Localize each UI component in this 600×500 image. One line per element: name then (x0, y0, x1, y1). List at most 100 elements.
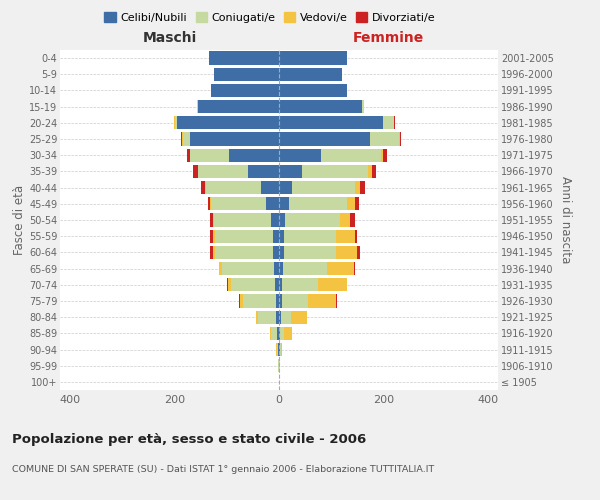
Bar (291, 310, 307, 324)
Bar (279, 310, 281, 324)
Bar (279, 278, 281, 291)
Bar (280, 343, 281, 356)
Bar (256, 310, 258, 324)
Bar (230, 278, 275, 291)
Bar (206, 181, 261, 194)
Bar (242, 294, 277, 308)
Bar (279, 181, 292, 194)
Bar (284, 326, 292, 340)
Bar (271, 326, 277, 340)
Bar (229, 148, 279, 162)
Bar (201, 181, 205, 194)
Bar (240, 294, 242, 308)
Bar (266, 197, 279, 210)
Bar (383, 148, 388, 162)
Bar (279, 68, 341, 81)
Bar (214, 214, 271, 226)
Bar (380, 148, 383, 162)
Bar (248, 165, 279, 178)
Bar (318, 278, 347, 291)
Bar (274, 262, 279, 275)
Bar (279, 214, 285, 226)
Bar (355, 230, 357, 243)
Bar (209, 52, 279, 64)
Bar (197, 100, 198, 114)
Bar (279, 165, 302, 178)
Legend: Celibi/Nubili, Coniugati/e, Vedovi/e, Divorziati/e: Celibi/Nubili, Coniugati/e, Vedovi/e, Di… (100, 8, 440, 28)
Bar (178, 116, 279, 130)
Bar (258, 310, 277, 324)
Bar (277, 294, 279, 308)
Bar (347, 197, 355, 210)
Bar (337, 246, 357, 259)
Bar (198, 100, 279, 114)
Bar (277, 343, 278, 356)
Bar (221, 262, 274, 275)
Bar (219, 262, 221, 275)
Bar (215, 246, 273, 259)
Bar (400, 132, 401, 145)
Bar (214, 68, 279, 81)
Bar (213, 246, 215, 259)
Bar (182, 132, 190, 145)
Bar (270, 326, 271, 340)
Y-axis label: Anni di nascita: Anni di nascita (559, 176, 572, 264)
Bar (210, 214, 213, 226)
Bar (383, 116, 394, 130)
Bar (208, 197, 210, 210)
Bar (355, 181, 360, 194)
Bar (355, 197, 359, 210)
Bar (279, 148, 321, 162)
Bar (193, 165, 197, 178)
Bar (279, 262, 283, 275)
Bar (277, 310, 279, 324)
Bar (279, 52, 347, 64)
Bar (308, 294, 337, 308)
Bar (210, 246, 213, 259)
Bar (285, 214, 340, 226)
Bar (215, 230, 273, 243)
Text: COMUNE DI SAN SPERATE (SU) - Dati ISTAT 1° gennaio 2006 - Elaborazione TUTTITALI: COMUNE DI SAN SPERATE (SU) - Dati ISTAT … (12, 466, 434, 474)
Bar (279, 294, 281, 308)
Text: Popolazione per età, sesso e stato civile - 2006: Popolazione per età, sesso e stato civil… (12, 432, 366, 446)
Bar (368, 165, 372, 178)
Bar (198, 165, 248, 178)
Bar (279, 100, 362, 114)
Bar (190, 132, 279, 145)
Bar (357, 246, 360, 259)
Bar (273, 230, 279, 243)
Bar (280, 326, 284, 340)
Bar (284, 230, 337, 243)
Bar (277, 326, 279, 340)
Bar (360, 181, 365, 194)
Bar (211, 197, 266, 210)
Bar (321, 148, 380, 162)
Bar (279, 132, 370, 145)
Bar (399, 132, 400, 145)
Bar (279, 116, 383, 130)
Bar (190, 148, 229, 162)
Text: Maschi: Maschi (142, 31, 197, 45)
Bar (372, 165, 376, 178)
Bar (261, 181, 279, 194)
Bar (175, 116, 178, 130)
Bar (279, 84, 347, 97)
Bar (340, 214, 350, 226)
Text: Femmine: Femmine (353, 31, 424, 45)
Bar (281, 278, 318, 291)
Bar (283, 262, 328, 275)
Bar (289, 197, 347, 210)
Bar (213, 230, 215, 243)
Bar (337, 230, 355, 243)
Bar (281, 343, 282, 356)
Bar (362, 100, 364, 114)
Bar (281, 294, 308, 308)
Bar (350, 214, 355, 226)
Bar (273, 246, 279, 259)
Bar (279, 246, 284, 259)
Bar (284, 246, 337, 259)
Bar (205, 181, 206, 194)
Bar (279, 197, 289, 210)
Bar (271, 214, 279, 226)
Bar (292, 181, 355, 194)
